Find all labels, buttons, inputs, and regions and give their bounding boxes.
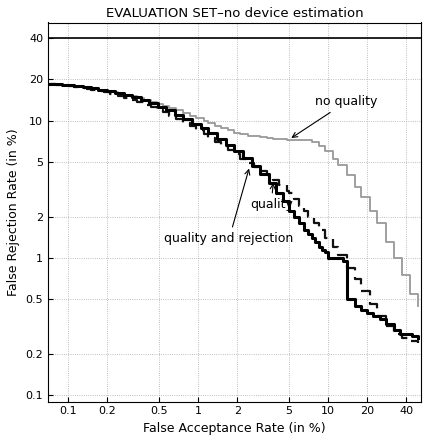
Text: quality: quality (250, 184, 293, 211)
X-axis label: False Acceptance Rate (in %): False Acceptance Rate (in %) (143, 422, 326, 435)
Y-axis label: False Rejection Rate (in %): False Rejection Rate (in %) (7, 128, 20, 296)
Text: quality and rejection: quality and rejection (164, 170, 294, 245)
Title: EVALUATION SET–no device estimation: EVALUATION SET–no device estimation (106, 7, 363, 20)
Text: no quality: no quality (292, 95, 378, 137)
